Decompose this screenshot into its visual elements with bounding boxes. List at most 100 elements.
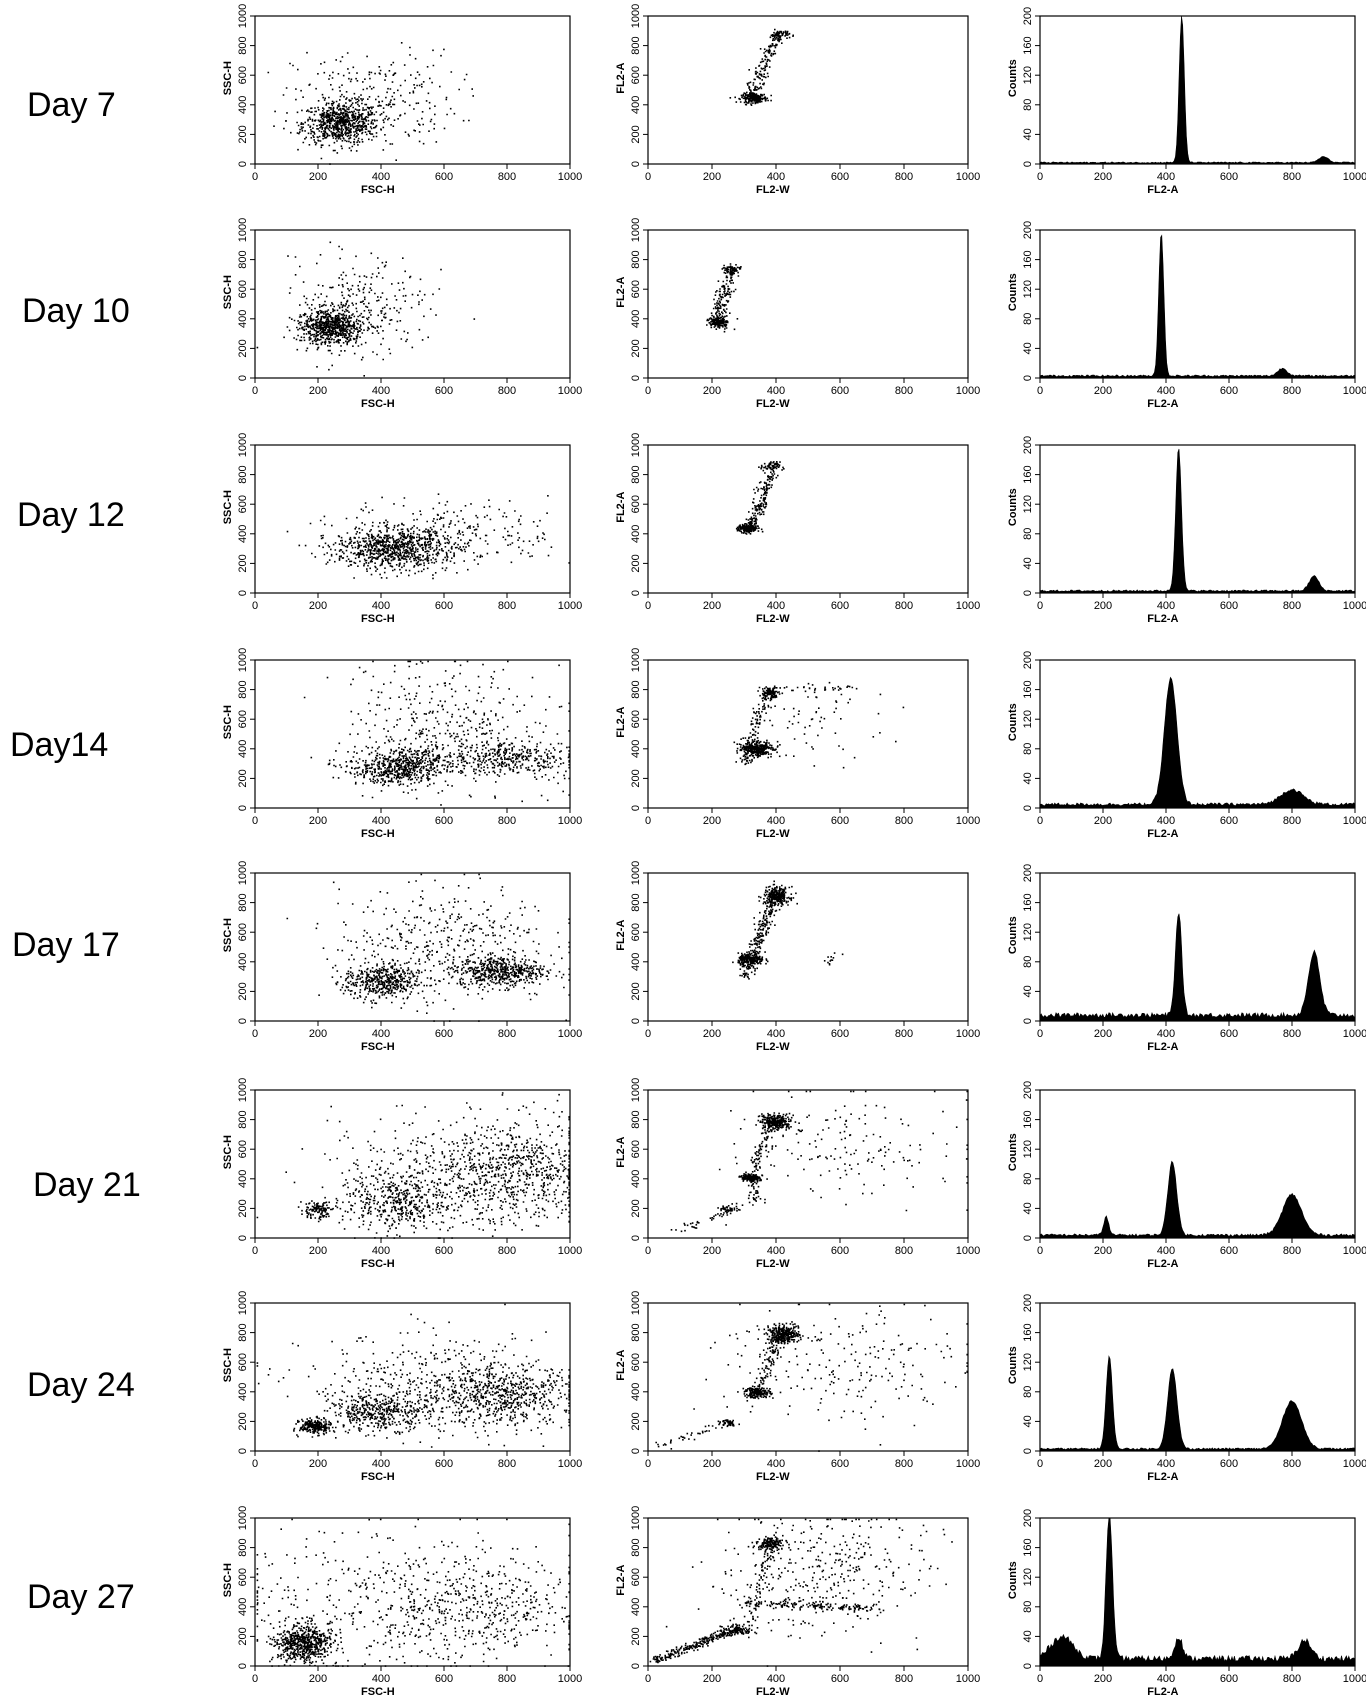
y-tick-label: 600 xyxy=(630,1140,642,1158)
y-tick-label: 200 xyxy=(237,1412,249,1430)
y-tick-label: 80 xyxy=(1022,99,1034,111)
y-tick-label: 160 xyxy=(1022,36,1034,54)
y-tick-label: 1000 xyxy=(237,1078,249,1102)
y-tick-label: 800 xyxy=(630,1538,642,1556)
plot-frame xyxy=(254,1089,571,1239)
y-tick-label: 600 xyxy=(237,1568,249,1586)
y-tick-label: 800 xyxy=(237,1110,249,1128)
x-tick-label: 800 xyxy=(895,1245,913,1257)
y-tick-label: 600 xyxy=(237,710,249,728)
x-tick-label: 1000 xyxy=(1343,171,1366,183)
y-tick-label: 1000 xyxy=(237,1506,249,1530)
y-tick-label: 80 xyxy=(1022,1386,1034,1398)
x-tick-label: 600 xyxy=(1220,171,1238,183)
x-tick-label: 0 xyxy=(1037,600,1043,612)
x-axis-label: FL2-W xyxy=(756,828,790,840)
x-tick-label: 200 xyxy=(1094,600,1112,612)
y-tick-label: 600 xyxy=(237,495,249,513)
x-tick-label: 800 xyxy=(1283,385,1301,397)
plot-frame xyxy=(254,15,571,165)
scatter-points xyxy=(655,1303,968,1452)
y-tick-label: 800 xyxy=(237,36,249,54)
y-tick-label: 600 xyxy=(237,1140,249,1158)
y-tick-label: 400 xyxy=(237,953,249,971)
y-tick-label: 0 xyxy=(237,590,249,596)
scatter-points xyxy=(267,42,474,165)
histogram-area xyxy=(1039,1160,1356,1239)
scatter-points xyxy=(286,493,570,580)
x-tick-label: 800 xyxy=(498,1673,516,1685)
plot-frame xyxy=(1039,15,1356,165)
y-tick-label: 0 xyxy=(1022,805,1034,811)
panel-16: 0 200 400 600 800 1000 0 200 400 600 800 1000 FSC-H S… xyxy=(222,1078,582,1270)
histogram-area xyxy=(1039,676,1356,809)
panel-11: 0 200 400 600 800 1000 0 200 400 600 800 1000 FL2-W F… xyxy=(615,648,980,840)
x-tick-label: 1000 xyxy=(956,1673,980,1685)
y-tick-label: 200 xyxy=(630,554,642,572)
plot-frame xyxy=(647,444,969,594)
panel-19: 0 200 400 600 800 1000 0 200 400 600 800 1000 FSC-H S… xyxy=(222,1291,582,1483)
plot-frame xyxy=(254,444,571,594)
x-tick-label: 0 xyxy=(645,385,651,397)
scatter-points xyxy=(729,28,794,106)
x-tick-label: 400 xyxy=(1157,385,1175,397)
y-tick-label: 200 xyxy=(630,1412,642,1430)
x-axis-label: FSC-H xyxy=(361,1471,395,1483)
scatter-points xyxy=(303,660,570,806)
x-tick-label: 400 xyxy=(1157,815,1175,827)
x-tick-label: 400 xyxy=(372,385,390,397)
y-tick-label: 600 xyxy=(237,66,249,84)
x-tick-label: 600 xyxy=(435,815,453,827)
y-tick-label: 200 xyxy=(630,982,642,1000)
scatter-points xyxy=(735,461,785,535)
x-tick-label: 600 xyxy=(435,600,453,612)
y-tick-label: 800 xyxy=(630,465,642,483)
x-axis-label: FL2-A xyxy=(1147,184,1178,196)
y-tick-label: 160 xyxy=(1022,1538,1034,1556)
y-tick-label: 160 xyxy=(1022,1323,1034,1341)
y-tick-label: 160 xyxy=(1022,250,1034,268)
y-tick-label: 120 xyxy=(1022,495,1034,513)
x-tick-label: 800 xyxy=(895,385,913,397)
y-tick-label: 800 xyxy=(237,1538,249,1556)
x-tick-label: 200 xyxy=(309,385,327,397)
x-tick-label: 200 xyxy=(1094,171,1112,183)
y-tick-label: 200 xyxy=(630,339,642,357)
x-tick-label: 600 xyxy=(831,1458,849,1470)
y-tick-label: 200 xyxy=(237,339,249,357)
y-tick-label: 80 xyxy=(1022,313,1034,325)
y-tick-label: 800 xyxy=(237,893,249,911)
panel-3: 0 200 400 600 800 1000 0 40 80 120 160 200 FL2-A Coun… xyxy=(1007,7,1366,196)
x-tick-label: 1000 xyxy=(558,600,582,612)
row-label-5: Day 17 xyxy=(12,926,120,964)
row-label-6: Day 21 xyxy=(33,1166,141,1204)
x-tick-label: 600 xyxy=(435,1458,453,1470)
y-tick-label: 40 xyxy=(1022,985,1034,997)
x-tick-label: 200 xyxy=(1094,1673,1112,1685)
panel-7: 0 200 400 600 800 1000 0 200 400 600 800 1000 FSC-H S… xyxy=(222,433,582,625)
x-tick-label: 1000 xyxy=(558,815,582,827)
x-axis-label: FL2-W xyxy=(756,1471,790,1483)
x-tick-label: 1000 xyxy=(956,1458,980,1470)
x-tick-label: 0 xyxy=(645,1458,651,1470)
y-tick-label: 40 xyxy=(1022,1415,1034,1427)
y-tick-label: 400 xyxy=(237,525,249,543)
y-tick-label: 120 xyxy=(1022,1140,1034,1158)
y-tick-label: 0 xyxy=(237,805,249,811)
y-tick-label: 1000 xyxy=(237,433,249,457)
y-tick-label: 1000 xyxy=(237,4,249,28)
y-tick-label: 0 xyxy=(237,375,249,381)
y-tick-label: 1000 xyxy=(630,4,642,28)
x-tick-label: 200 xyxy=(1094,1458,1112,1470)
x-axis-label: FSC-H xyxy=(361,828,395,840)
x-tick-label: 400 xyxy=(1157,1245,1175,1257)
x-tick-label: 600 xyxy=(831,1245,849,1257)
x-tick-label: 800 xyxy=(498,1028,516,1040)
y-tick-label: 400 xyxy=(237,1170,249,1188)
y-axis-label: SSC-H xyxy=(222,1348,234,1382)
x-tick-label: 800 xyxy=(498,815,516,827)
x-tick-label: 200 xyxy=(309,1245,327,1257)
panel-17: 0 200 400 600 800 1000 0 200 400 600 800 1000 FL2-W F… xyxy=(615,1078,980,1270)
plot-frame xyxy=(254,659,571,809)
y-tick-label: 400 xyxy=(237,1383,249,1401)
